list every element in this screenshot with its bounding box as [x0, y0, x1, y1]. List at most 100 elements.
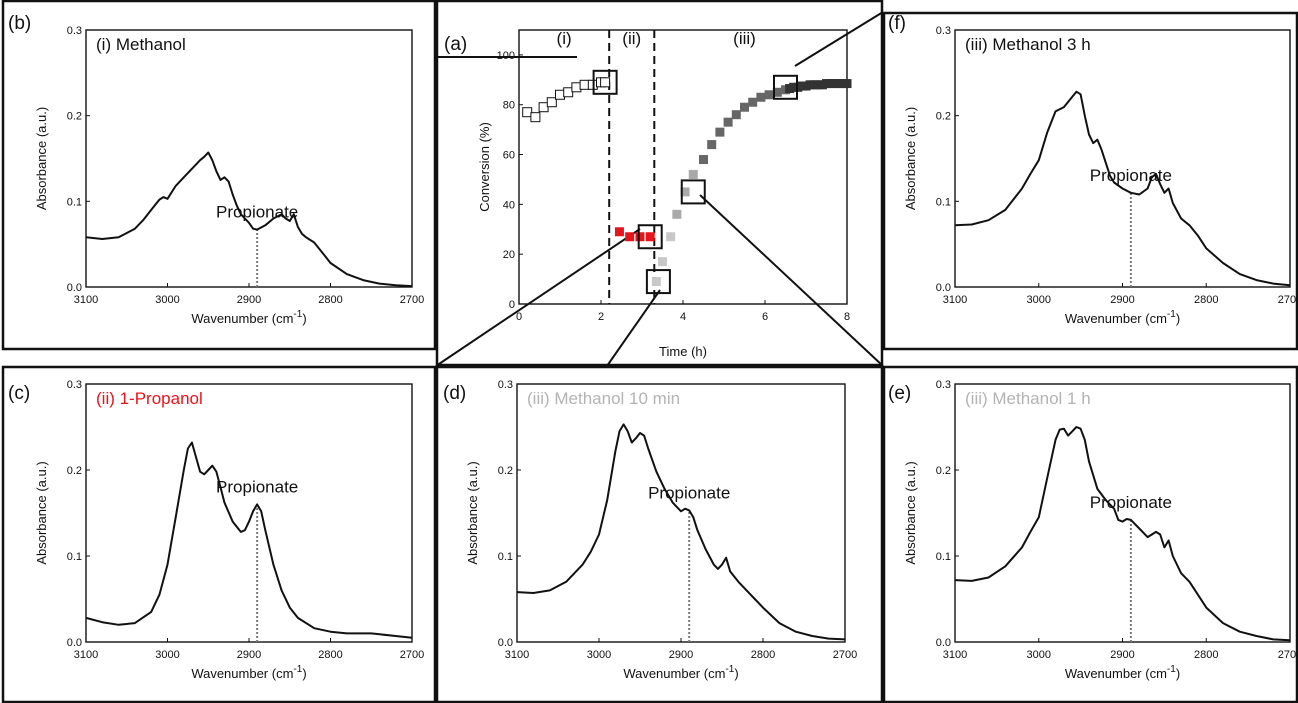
zoom-connector-line	[794, 11, 884, 67]
y-tick-label: 0.2	[936, 465, 951, 477]
x-tick-label: 2900	[237, 649, 261, 661]
data-point-propanol	[645, 232, 655, 242]
propionate-label: Propionate	[648, 483, 730, 502]
y-tick-label: 0.1	[498, 551, 513, 563]
x-axis-label-superscript: -1	[293, 309, 302, 320]
x-tick-label: 3100	[943, 294, 967, 306]
x-tick-label: 2700	[400, 649, 424, 661]
regime-label: (iii)	[733, 29, 756, 48]
spectrum-line	[85, 441, 413, 639]
zoom-connector-line	[606, 289, 661, 367]
data-point-methanol_initial	[555, 89, 565, 100]
data-point-methanol_initial	[546, 97, 557, 108]
x-tick-label: 8	[844, 311, 850, 323]
y-tick-label: 80	[503, 100, 515, 112]
x-axis-label-main: Wavenumber (cm	[191, 666, 293, 681]
panel-letter: (c)	[8, 383, 30, 404]
plot-area-frame	[85, 29, 413, 288]
panel-letter: (b)	[8, 13, 31, 34]
y-tick-label: 0.0	[67, 282, 82, 294]
y-tick-label: 60	[503, 150, 515, 162]
x-axis-label-superscript: -1	[1167, 309, 1176, 320]
highlight-box	[592, 69, 618, 95]
data-point-propanol	[625, 232, 635, 242]
panel-frame	[1, 365, 437, 703]
highlight-box	[637, 224, 663, 250]
x-tick-label: 2700	[1278, 649, 1298, 661]
spectrum-panel-b: 3100 3000 2900 2800 2700 0.0 0.1 0.2 0.3 (b) (i) M…	[8, 13, 424, 326]
x-tick-label: 2900	[669, 649, 693, 661]
x-tick-label: 2700	[833, 649, 857, 661]
y-tick-label: 0.2	[936, 111, 951, 123]
data-point-methanol_initial	[530, 112, 541, 123]
x-axis-label-superscript: -1	[293, 664, 302, 675]
y-tick-label: 0.3	[936, 379, 951, 391]
panel-frame	[435, 0, 884, 367]
spectrum-line	[85, 151, 413, 288]
x-axis-label-end: )	[302, 311, 306, 326]
y-tick-label: 0.2	[67, 111, 82, 123]
y-tick-label: 0.0	[67, 637, 82, 649]
zoom-connector-line	[699, 194, 884, 367]
data-point-methanol_3h	[715, 127, 725, 137]
panel-letter: (e)	[888, 383, 911, 404]
x-axis-label-main: Wavenumber (cm	[191, 311, 293, 326]
y-tick-label: 0.1	[936, 551, 951, 563]
plot-area-frame	[954, 383, 1291, 643]
panel-frame	[1, 0, 437, 351]
spectrum-panel-c: 3100 3000 2900 2800 2700 0.0 0.1 0.2 0.3 (c) (ii) …	[8, 379, 424, 681]
y-axis-label: Absorbance (a.u.)	[465, 461, 480, 564]
x-axis-label: Wavenumber (cm-1)	[623, 664, 738, 681]
x-tick-label: 3000	[155, 294, 179, 306]
x-axis-label: Wavenumber (cm-1)	[1065, 664, 1180, 681]
x-tick-label: 0	[516, 311, 522, 323]
x-tick-label: 2900	[1110, 294, 1134, 306]
x-tick-label: 3100	[505, 649, 529, 661]
panel-letter: (f)	[888, 13, 906, 34]
y-axis-label: Absorbance (a.u.)	[903, 107, 918, 210]
y-tick-label: 0.3	[498, 379, 513, 391]
x-tick-label: 2800	[318, 649, 342, 661]
data-point-methanol_initial	[522, 107, 533, 118]
x-tick-label: 6	[762, 311, 768, 323]
data-point-methanol_initial	[538, 102, 549, 113]
panel-title: (i) Methanol	[96, 35, 186, 54]
panel-title: (iii) Methanol 3 h	[965, 35, 1091, 54]
panel-letter: (a)	[444, 34, 467, 55]
y-tick-label: 0.0	[936, 637, 951, 649]
regime-label: (ii)	[622, 29, 641, 48]
x-tick-label: 2800	[1194, 649, 1218, 661]
plot-area-frame	[85, 383, 413, 643]
x-tick-label: 2700	[1278, 294, 1298, 306]
y-tick-label: 0.0	[936, 282, 951, 294]
propionate-label: Propionate	[1090, 493, 1172, 512]
x-tick-label: 3000	[1027, 294, 1051, 306]
highlight-box	[680, 179, 706, 205]
data-point-methanol_10min	[666, 232, 676, 242]
plot-area-frame	[954, 29, 1291, 288]
y-tick-label: 40	[503, 199, 515, 211]
spectrum-line	[954, 90, 1291, 287]
x-tick-label: 3000	[155, 649, 179, 661]
panel-frame	[882, 11, 1298, 351]
x-tick-label: 3100	[74, 294, 98, 306]
x-axis-label: Wavenumber (cm-1)	[1065, 309, 1180, 326]
x-tick-label: 2900	[1110, 649, 1134, 661]
y-tick-label: 100	[497, 50, 515, 62]
x-tick-label: 3100	[74, 649, 98, 661]
x-tick-label: 2900	[237, 294, 261, 306]
plot-area-frame	[516, 383, 846, 643]
spectrum-line	[954, 426, 1291, 642]
propionate-label: Propionate	[216, 477, 298, 496]
data-point-methanol_10min	[658, 257, 667, 267]
data-point-methanol_3h	[723, 117, 733, 127]
data-point-methanol_3h	[731, 110, 741, 120]
spectrum-panel-f: 3100 3000 2900 2800 2700 0.0 0.1 0.2 0.3 (f) (iii)…	[888, 13, 1298, 326]
panel-title: (iii) Methanol 10 min	[527, 389, 680, 408]
panel-frame	[435, 365, 884, 703]
y-tick-label: 0.1	[67, 196, 82, 208]
plot-area-frame	[518, 29, 848, 305]
zoom-connector-lines	[435, 11, 884, 367]
y-tick-label: 20	[503, 249, 515, 261]
